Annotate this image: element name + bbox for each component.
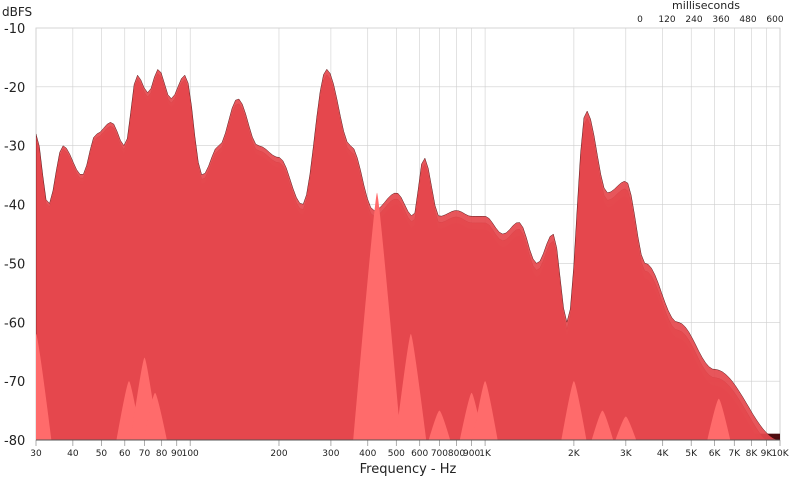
z-tick-label: 240	[685, 15, 702, 25]
front-peak	[36, 334, 52, 440]
z-tick-label: 480	[739, 15, 756, 25]
x-tick-label: 50	[96, 449, 108, 459]
y-axis: -10 -20 -30 -40 -50 -60 -70 -80	[4, 22, 25, 449]
z-tick-label: 360	[712, 15, 729, 25]
x-tick-label: 500	[388, 449, 405, 459]
waterfall-slice	[36, 68, 780, 440]
y-tick-label: -30	[4, 140, 25, 155]
x-tick-label: 100	[182, 449, 199, 459]
front-peak	[472, 381, 498, 440]
z-unit-label: milliseconds	[672, 0, 740, 12]
x-tick-label: 10K	[771, 449, 789, 459]
z-tick-label: 0	[637, 15, 643, 25]
x-tick-label: 700	[431, 449, 448, 459]
front-peak	[591, 410, 614, 440]
z-axis: 0 120 240 360 480 600	[637, 15, 784, 25]
x-tick-label: 60	[119, 449, 131, 459]
x-tick-label: 400	[359, 449, 376, 459]
y-tick-label: -80	[4, 434, 25, 449]
x-tick-label: 2K	[568, 449, 581, 459]
z-tick-label: 600	[766, 15, 783, 25]
x-tick-label: 200	[270, 449, 287, 459]
front-peak	[428, 410, 451, 440]
x-tick-label: 4K	[657, 449, 670, 459]
x-tick-label: 7K	[728, 449, 741, 459]
y-tick-label: -20	[4, 81, 25, 96]
x-tick-label: 5K	[685, 449, 698, 459]
x-tick-label: 6K	[709, 449, 722, 459]
waterfall-slices	[36, 68, 780, 440]
z-tick-label: 120	[658, 15, 675, 25]
x-tick-label: 600	[411, 449, 428, 459]
y-unit-label: dBFS	[2, 5, 32, 19]
y-tick-label: -10	[4, 22, 25, 37]
x-tick-label: 40	[67, 449, 79, 459]
x-tick-label: 300	[322, 449, 339, 459]
front-peak	[707, 398, 731, 440]
y-tick-label: -50	[4, 257, 25, 272]
y-tick-label: -70	[4, 375, 25, 390]
x-axis-title: Frequency - Hz	[360, 462, 457, 477]
front-peak	[143, 392, 167, 440]
front-peak	[395, 334, 427, 440]
floor-grid	[35, 439, 781, 446]
x-tick-label: 900	[463, 449, 480, 459]
y-tick-label: -60	[4, 316, 25, 331]
x-tick-label: 1K	[479, 449, 492, 459]
x-tick-label: 800	[448, 449, 465, 459]
x-tick-label: 3K	[620, 449, 633, 459]
x-axis: 30 40 50 60 70 80 90 100 200 300 400 500 600 700 80090…	[30, 449, 789, 459]
x-tick-label: 80	[156, 449, 168, 459]
x-tick-label: 90	[171, 449, 183, 459]
front-spectrum	[36, 192, 731, 440]
x-tick-label: 70	[139, 449, 151, 459]
x-tick-label: 8K	[746, 449, 759, 459]
front-peak	[561, 381, 587, 440]
x-tick-label: 30	[30, 449, 42, 459]
x-tick-label: 9K	[761, 449, 774, 459]
front-peak	[353, 192, 401, 440]
front-peak	[615, 416, 637, 440]
y-tick-label: -40	[4, 199, 25, 214]
